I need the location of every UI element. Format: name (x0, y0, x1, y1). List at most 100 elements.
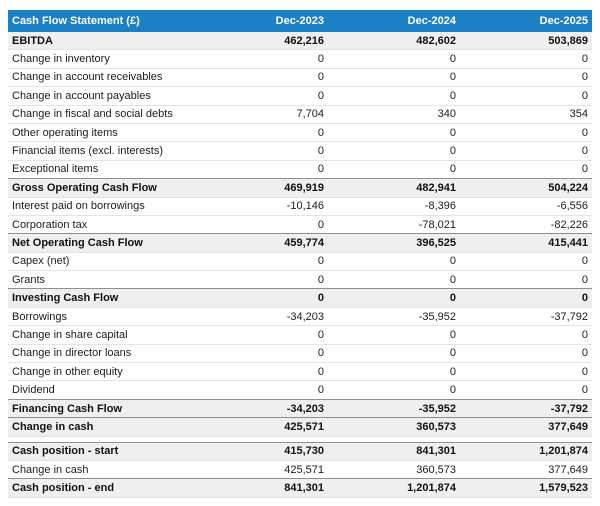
table-row: Change in inventory 0 0 0 (8, 50, 592, 69)
table-row: EBITDA 462,216 482,602 503,869 (8, 32, 592, 51)
row-label: Change in share capital (12, 328, 128, 341)
table-row: Change in cash 425,571 360,573 377,649 (8, 417, 592, 437)
table-row: Corporation tax 0 -78,021 -82,226 (8, 215, 592, 235)
row-label: Change in account payables (12, 89, 151, 102)
cell-value: 503,869 (548, 34, 588, 47)
cell-value: 482,602 (416, 34, 456, 47)
cell-value: 0 (449, 163, 456, 176)
cell-value: 0 (581, 384, 588, 397)
table-row: Cash position - end 841,301 1,201,874 1,579… (8, 478, 592, 498)
cell-value: -78,021 (418, 218, 456, 231)
row-label: Financing Cash Flow (12, 402, 123, 415)
table-row: Interest paid on borrowings -10,146 -8,396… (8, 197, 592, 216)
table-row: Gross Operating Cash Flow 469,919 482,941 5… (8, 178, 592, 198)
cell-value: 0 (317, 218, 324, 231)
cell-value: 0 (317, 163, 324, 176)
row-label: Exceptional items (12, 163, 99, 176)
table-header-row: Cash Flow Statement (£) Dec-2023 Dec-2024… (8, 10, 592, 32)
table-row: Dividend 0 0 0 (8, 381, 592, 400)
cell-value: 396,525 (416, 236, 456, 249)
table-row: Change in fiscal and social debts 7,704 34… (8, 105, 592, 124)
cell-value: 0 (581, 145, 588, 158)
cell-value: 0 (317, 347, 324, 360)
row-label: Cash position - end (12, 482, 115, 495)
row-label: Financial items (excl. interests) (12, 145, 163, 158)
cell-value: -35,952 (418, 310, 456, 323)
cell-value: 360,573 (416, 463, 456, 476)
cell-value: 0 (449, 273, 456, 286)
row-label: Other operating items (12, 126, 118, 139)
cell-value: 0 (581, 347, 588, 360)
row-label: Change in account receivables (12, 71, 163, 84)
cell-value: 0 (581, 71, 588, 84)
cell-value: -34,203 (286, 402, 324, 415)
cell-value: 0 (581, 89, 588, 102)
cell-value: -37,792 (550, 402, 588, 415)
cell-value: 0 (317, 365, 324, 378)
cell-value: 0 (449, 53, 456, 66)
cell-value: 0 (581, 53, 588, 66)
cell-value: 377,649 (548, 420, 588, 433)
cell-value: 415,441 (548, 236, 588, 249)
cell-value: 0 (581, 328, 588, 341)
cell-value: 340 (437, 108, 456, 121)
table-row: Change in director loans 0 0 0 (8, 344, 592, 364)
table-row: Change in cash 425,571 360,573 377,649 (8, 460, 592, 480)
row-label: Cash position - start (12, 445, 119, 458)
cell-value: 0 (449, 384, 456, 397)
column-header: Dec-2023 (275, 15, 324, 27)
column-header: Dec-2025 (539, 15, 588, 27)
row-label: Dividend (12, 384, 55, 397)
cell-value: 462,216 (284, 34, 324, 47)
table-row: Change in account payables 0 0 0 (8, 87, 592, 106)
cell-value: 0 (317, 126, 324, 139)
cell-value: 0 (449, 292, 456, 305)
cell-value: 469,919 (284, 181, 324, 194)
table-row: Financial items (excl. interests) 0 0 0 (8, 142, 592, 161)
row-label: Change in inventory (12, 53, 110, 66)
row-label: Capex (net) (12, 255, 70, 268)
row-label: Gross Operating Cash Flow (12, 181, 157, 194)
cell-value: 482,941 (416, 181, 456, 194)
cell-value: 0 (317, 71, 324, 84)
row-label: Change in cash (12, 463, 89, 476)
cell-value: 0 (317, 273, 324, 286)
table-row: Change in other equity 0 0 0 (8, 363, 592, 382)
cell-value: 0 (317, 292, 324, 305)
row-label: EBITDA (12, 34, 53, 47)
cell-value: 360,573 (416, 420, 456, 433)
cell-value: 0 (449, 71, 456, 84)
row-label: Change in director loans (12, 347, 132, 360)
cell-value: 0 (317, 145, 324, 158)
row-label: Grants (12, 273, 46, 286)
cell-value: 0 (581, 126, 588, 139)
cell-value: 0 (449, 365, 456, 378)
cell-value: -37,792 (550, 310, 588, 323)
table-row: Net Operating Cash Flow 459,774 396,525 415… (8, 233, 592, 253)
table-body: EBITDA 462,216 482,602 503,869 Change in inv… (8, 32, 592, 498)
cell-value: -6,556 (556, 200, 588, 213)
cell-value: 841,301 (416, 445, 456, 458)
row-label: Interest paid on borrowings (12, 200, 145, 213)
cell-value: 0 (581, 255, 588, 268)
section-gap (8, 436, 592, 443)
row-label: Change in other equity (12, 365, 123, 378)
table-row: Change in account receivables 0 0 0 (8, 68, 592, 88)
cell-value: 0 (317, 255, 324, 268)
cell-value: -10,146 (286, 200, 324, 213)
table-row: Other operating items 0 0 0 (8, 123, 592, 143)
cell-value: 1,201,874 (539, 445, 588, 458)
row-label: Change in cash (12, 420, 94, 433)
cell-value: 7,704 (296, 108, 324, 121)
cell-value: -82,226 (550, 218, 588, 231)
row-label: Investing Cash Flow (12, 292, 119, 305)
cell-value: -34,203 (286, 310, 324, 323)
table-row: Grants 0 0 0 (8, 271, 592, 290)
row-label: Borrowings (12, 310, 68, 323)
row-label: Corporation tax (12, 218, 88, 231)
cell-value: 1,579,523 (539, 482, 588, 495)
cell-value: 415,730 (284, 445, 324, 458)
table-row: Exceptional items 0 0 0 (8, 160, 592, 180)
table-row: Cash position - start 415,730 841,301 1,201… (8, 441, 592, 461)
cell-value: 1,201,874 (407, 482, 456, 495)
